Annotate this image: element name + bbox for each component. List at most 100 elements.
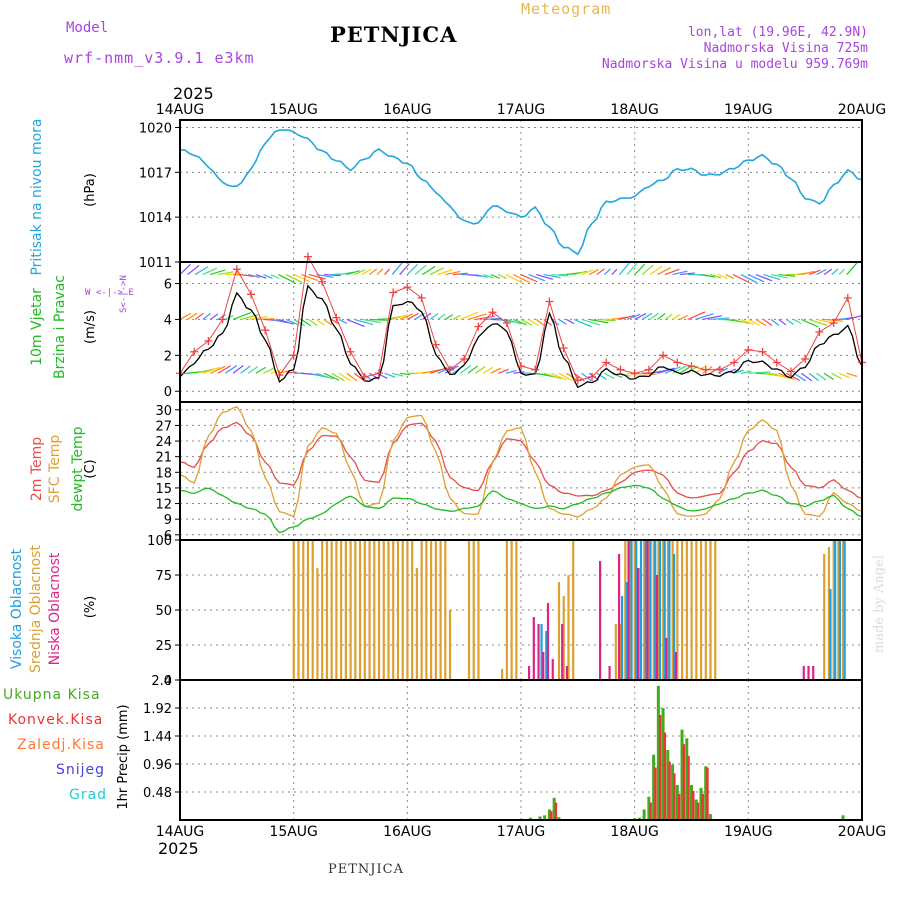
cloud-mid-bar (638, 568, 641, 680)
wind-arrow (392, 314, 408, 321)
wind-arrow (475, 366, 486, 374)
cloud-mid-bar (704, 540, 707, 680)
wind-arrow (452, 272, 468, 276)
wind-arrow (634, 263, 646, 275)
wind-gust-marker (786, 367, 795, 376)
precip-convective-bar (677, 793, 681, 820)
wind-gust-marker (374, 369, 383, 378)
x-tick-label-bottom: 16AUG (383, 824, 432, 840)
wind-arrow (657, 267, 672, 276)
wind-arrow (846, 262, 858, 275)
cloud-mid-bar (624, 540, 627, 680)
wind-arrow (391, 262, 403, 275)
wind-arrow (513, 318, 527, 326)
wind-arrow (263, 274, 273, 280)
cloud-mid-bar (406, 540, 409, 680)
wind-arrow (710, 317, 730, 321)
wind-arrow (823, 372, 834, 380)
wind-arrow (838, 268, 845, 275)
y-tick-label: 50 (155, 604, 172, 619)
cloud-low-bar (551, 659, 554, 680)
wind-arrow (460, 365, 472, 374)
cloud-high-bar (843, 540, 846, 680)
cloud-mid-bar (515, 540, 518, 680)
cloud-high-bar (829, 589, 832, 680)
x-tick-label-top: 14AUG (156, 102, 205, 118)
wind-arrow (770, 318, 780, 326)
y-tick-label: 2 (164, 349, 172, 364)
wind-arrow (513, 274, 530, 284)
cloud-mid-bar (387, 540, 390, 680)
x-tick-label-top: 17AUG (497, 102, 546, 118)
wind-arrow (793, 318, 802, 325)
wind-arrow (748, 318, 761, 326)
wind-arrow (679, 314, 688, 320)
y-tick-label: 24 (155, 435, 172, 450)
wind-arrow (619, 314, 635, 321)
wind-arrow (369, 268, 378, 276)
wind-arrow (831, 268, 839, 276)
precip-total-bar (680, 729, 684, 820)
wind-arrow (808, 372, 820, 382)
y-tick-label: 0 (164, 385, 172, 400)
cloud-mid-bar (643, 540, 646, 680)
wind-arrow (520, 274, 538, 283)
wind-arrow (308, 318, 318, 327)
wind-arrow (392, 372, 404, 377)
cloud-mid-bar (425, 540, 428, 680)
y-tick-label: 27 (155, 419, 172, 434)
cloud-mid-bar (354, 540, 357, 680)
lonlat-label: lon,lat (19.96E, 42.9N) (687, 25, 868, 40)
wind-arrow (338, 372, 351, 382)
wind-arrow (346, 318, 365, 328)
y-tick-label: 25 (155, 639, 172, 654)
x-tick-label-bottom: 20AUG (838, 824, 887, 840)
wind-arrow (300, 318, 312, 327)
year-bottom: 2025 (158, 839, 199, 858)
wind-gust-marker (502, 319, 511, 328)
precip-convective-bar (668, 761, 671, 820)
wind-gust-marker (460, 354, 469, 363)
wind-arrow (331, 318, 340, 325)
wind-arrow (187, 264, 200, 276)
wind-arrow (680, 272, 696, 276)
y-tick-label: 2.4 (151, 674, 172, 689)
wind-arrow (376, 268, 384, 275)
x-tick-label-bottom: 14AUG (156, 824, 205, 840)
cloud-mid-bar (382, 540, 385, 680)
cloud-high-bar (668, 540, 671, 680)
wind-gust-marker (360, 372, 369, 381)
cloud-mid-bar (358, 540, 362, 680)
legend-convective-rain: Konvek.Kisa (8, 712, 104, 728)
wind-arrow (384, 372, 396, 378)
wind-arrow (399, 263, 410, 275)
cloud-high-bar (639, 540, 643, 680)
x-tick-label-bottom: 18AUG (610, 824, 659, 840)
cloud-mid-bar (567, 575, 570, 680)
precip-total-bar (637, 817, 641, 820)
wind-gust-marker (545, 297, 554, 306)
wind-gust-marker (332, 313, 341, 322)
precip-convective-bar (687, 755, 690, 820)
wind-arrow (270, 274, 280, 280)
wind-arrow (490, 367, 502, 374)
wind-arrow (308, 372, 329, 379)
wind-arrow (445, 270, 461, 276)
precip-convective-bar (658, 715, 662, 820)
cloud-mid-bar (666, 540, 670, 680)
wind-arrow (498, 274, 507, 279)
wind-arrow (399, 313, 413, 320)
wind-arrow (278, 370, 290, 374)
cloud-mid-bar (349, 540, 352, 680)
precip-total-bar (528, 817, 532, 820)
wind-gust-marker (517, 362, 525, 371)
y-tick-label: 21 (155, 451, 172, 466)
cloud-mid-bar (709, 540, 712, 680)
cloud-low-bar (617, 554, 621, 680)
y-tick-label: 1017 (139, 166, 172, 181)
cloud-mid-bar (823, 554, 826, 680)
wind-arrow (354, 269, 366, 276)
legend-hail: Grad (69, 787, 108, 803)
wind-arrow (626, 263, 638, 275)
